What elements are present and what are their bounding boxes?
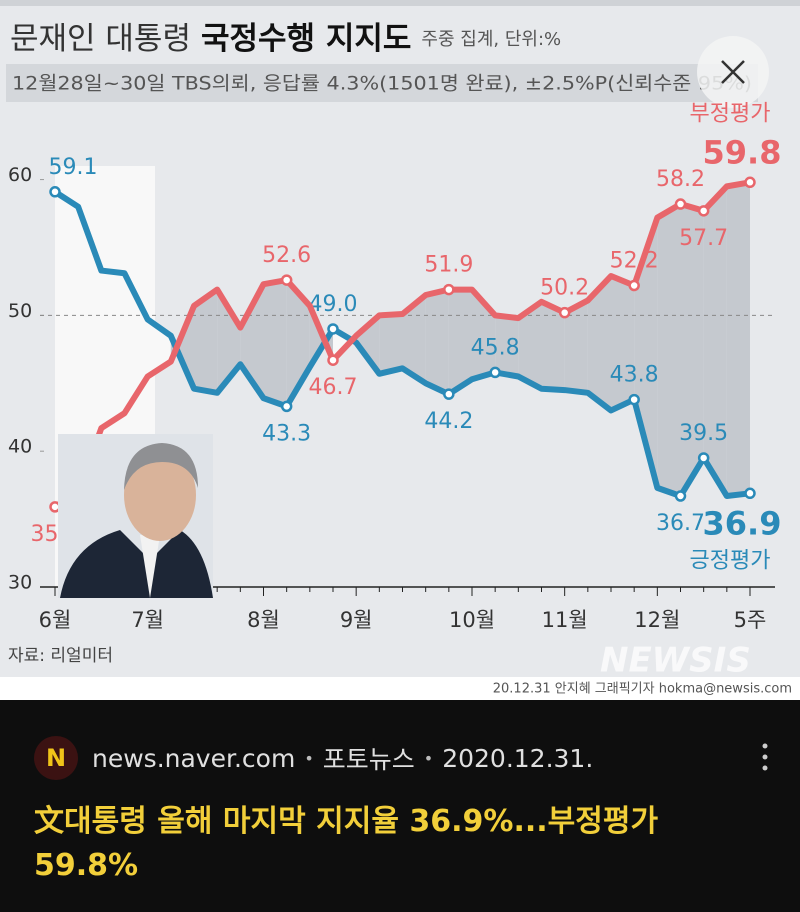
y-tick-label: 60 [8,164,32,186]
point-marker [280,400,293,413]
point-marker [280,274,293,286]
point-marker [327,323,339,335]
gap-area [726,182,750,497]
point-marker [443,388,455,400]
x-tick-label: 7월 [131,608,164,632]
x-tick-label: 12월 [634,608,680,632]
portrait-face [124,449,196,541]
credit-strip [0,677,800,700]
news-card[interactable]: N news.naver.com • 포토뉴스 • 2020.12.31. 文대… [0,700,800,912]
data-label: 52.2 [610,249,659,274]
point-marker [49,186,61,198]
gap-area [518,301,542,389]
point-marker [443,283,455,296]
dot [762,754,768,760]
subtitle: 주중 집계, 단위:% [421,29,561,50]
data-label: 39.5 [679,421,728,446]
gap-area [101,270,125,429]
point-marker [674,490,687,502]
close-icon [721,60,745,84]
gap-area [587,276,611,411]
portrait [58,434,213,598]
top-strip [0,0,800,6]
data-label: 46.7 [309,375,358,400]
headline[interactable]: 文대통령 올해 마지막 지지율 36.9%...부정평가 59.8% [34,804,659,883]
data-label: 59.1 [49,155,98,180]
data-label: 51.9 [424,253,473,278]
point-marker [697,452,710,464]
gap-area [495,315,519,377]
portrait-hair [124,443,198,490]
gap-area [703,186,727,497]
y-tick-label: 40 [8,436,32,458]
watermark: NEWSIS [600,641,751,681]
more-button[interactable] [760,742,770,772]
dot [762,765,768,771]
gap-area [78,206,102,492]
gap-area [263,280,287,407]
gap-area [379,314,403,374]
title-regular: 문재인 대통령 [10,21,191,57]
gap-area [402,295,426,384]
portrait-suit [60,530,213,598]
y-tick-label: 30 [8,572,32,594]
point-marker [697,205,710,217]
point-marker [744,176,756,189]
gap-area [611,276,635,411]
note-box [6,64,758,102]
point-marker [489,366,501,379]
gap-area [564,300,588,393]
portrait-shirt [140,535,160,598]
data-label: 45.8 [471,335,520,360]
section: 포토뉴스 [322,745,415,774]
title-bold: 국정수행 지지도 [201,21,411,57]
x-tick-label: 9월 [340,608,373,632]
gap-area [55,191,79,507]
point-marker [744,487,756,500]
data-label: 50.2 [540,276,589,301]
gap-area [680,204,704,497]
meta-row: N news.naver.com • 포토뉴스 • 2020.12.31. [34,736,593,780]
data-label: 49.0 [309,292,358,317]
gap-area [541,301,565,391]
site[interactable]: news.naver.com [92,743,296,773]
dot [762,743,768,749]
x-tick-label: 10월 [449,608,495,632]
source: 자료: 리얼미터 [8,646,113,666]
legend-label: 긍정평가 [690,548,771,573]
chart: 문재인 대통령 국정수행 지지도 주중 집계, 단위:% 12월28일~30일 TB… [0,0,800,700]
data-label: 36.7 [656,511,705,536]
x-tick-label: 6월 [39,608,72,632]
x-tick-label: 11월 [542,608,588,632]
separator: • [423,748,434,768]
separator: • [304,748,314,768]
data-label: 43.3 [262,421,311,446]
data-label: 58.2 [656,167,705,192]
date: 2020.12.31. [442,743,594,773]
x-tick-label: 5주 [734,608,767,632]
point-marker [558,306,571,319]
data-label: 44.2 [424,409,473,434]
gap-area [356,315,380,374]
point-marker [674,198,687,210]
point-marker [628,393,640,406]
gap-area [425,289,449,395]
data-label: 43.8 [610,363,659,388]
legend-label: 부정평가 [690,101,771,126]
credit: 20.12.31 안지혜 그래픽기자 hokma@newsis.com [493,682,792,697]
x-tick-label: 8월 [247,608,280,632]
chart-title: 문재인 대통령 국정수행 지지도 주중 집계, 단위:% [10,21,561,57]
data-label: 52.6 [262,243,311,268]
point-marker [327,354,339,366]
y-tick-label: 50 [8,300,32,322]
note: 12월28일~30일 TBS의뢰, 응답률 4.3%(1501명 완료), ±2… [12,73,752,95]
data-label: 36.9 [703,504,782,542]
gap-area [657,204,681,497]
site-badge: N [34,736,78,780]
point-marker [628,279,640,292]
data-label: 57.7 [679,226,728,251]
data-label: 59.8 [703,133,782,171]
